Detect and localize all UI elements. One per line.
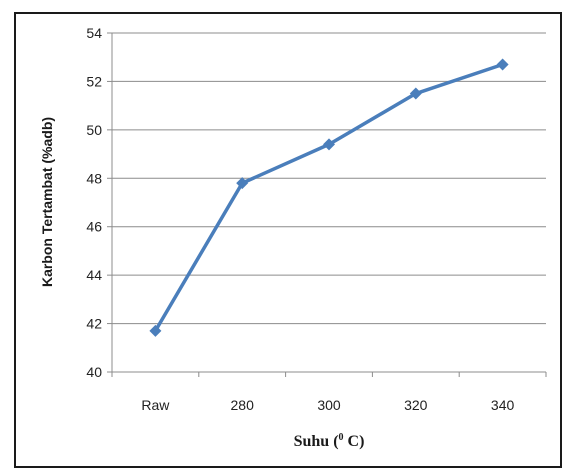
y-tick-label-50: 50	[86, 122, 102, 138]
x-axis-label: Suhu (0 C)	[294, 432, 365, 450]
x-axis-label-main: Suhu (	[294, 433, 339, 450]
data-point-340	[496, 58, 509, 71]
y-tick-label-46: 46	[86, 219, 102, 235]
x-tick-label-320: 320	[404, 397, 428, 413]
chart-frame	[14, 12, 562, 468]
series-line	[149, 58, 509, 337]
y-tick-label-42: 42	[86, 316, 102, 332]
y-tick-label-40: 40	[86, 364, 102, 380]
x-tick-label-280: 280	[231, 397, 255, 413]
y-axis-label: Karbon Tertambat (%adb)	[39, 117, 55, 287]
y-tick-labels: 40 42 44 46 48 50 52 54	[86, 25, 102, 380]
x-axis-label-sup: 0	[339, 432, 344, 443]
data-point-280	[236, 177, 249, 190]
x-axis-label-end: C)	[344, 433, 365, 450]
y-tick-label-52: 52	[86, 73, 102, 89]
gridlines	[107, 32, 546, 373]
data-point-300	[323, 138, 335, 151]
y-tick-label-48: 48	[86, 170, 102, 186]
data-point-320	[409, 87, 422, 100]
x-tick-labels: Raw 280 300 320 340	[111, 372, 547, 413]
y-tick-label-44: 44	[86, 267, 102, 283]
y-tick-label-54: 54	[86, 25, 102, 41]
x-tick-label-Raw: Raw	[141, 397, 170, 413]
series-0-line	[153, 62, 504, 332]
x-tick-label-340: 340	[491, 397, 515, 413]
data-point-Raw	[149, 324, 162, 337]
x-tick-label-300: 300	[317, 397, 341, 413]
